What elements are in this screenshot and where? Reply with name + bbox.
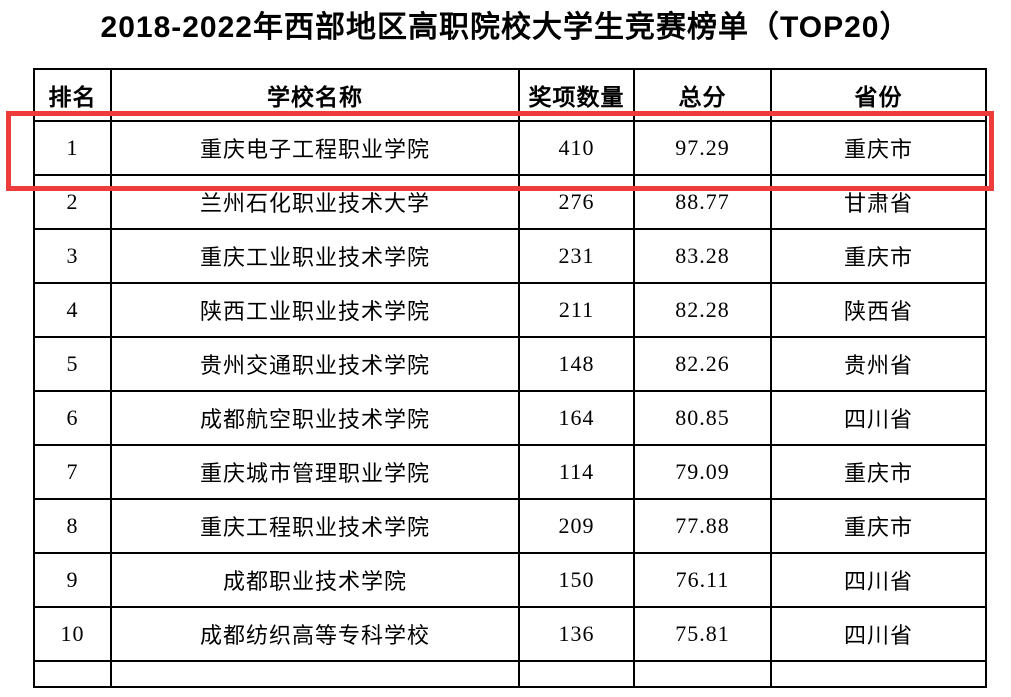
cell-rank: 8: [33, 498, 112, 554]
column-header-province: 省份: [770, 68, 987, 122]
cell-score: 75.81: [633, 606, 772, 662]
cell-school: 重庆工程职业技术学院: [110, 498, 520, 554]
column-header-awards: 奖项数量: [518, 68, 635, 122]
cell-score: 83.28: [633, 228, 772, 284]
cell-rank: 1: [33, 120, 112, 176]
cell-score: 82.26: [633, 336, 772, 392]
cell-rank: 9: [33, 552, 112, 608]
table-row: 4 陕西工业职业技术学院 211 82.28 陕西省: [33, 282, 987, 338]
column-header-rank: 排名: [33, 68, 112, 122]
table-row-partial: [33, 660, 987, 688]
cell-awards: 136: [518, 606, 635, 662]
cell-score: 97.29: [633, 120, 772, 176]
cell-rank: 3: [33, 228, 112, 284]
cell-awards: 276: [518, 174, 635, 230]
cell-school: 贵州交通职业技术学院: [110, 336, 520, 392]
cell-rank: 4: [33, 282, 112, 338]
cell-awards: 231: [518, 228, 635, 284]
cell-empty: [633, 660, 772, 688]
table-row: 7 重庆城市管理职业学院 114 79.09 重庆市: [33, 444, 987, 500]
page-title: 2018-2022年西部地区高职院校大学生竞赛榜单（TOP20）: [100, 11, 911, 44]
ranking-table-wrap: 排名 学校名称 奖项数量 总分 省份 1 重庆电子工程职业学院 410 97.29 重庆市 2 兰州…: [33, 68, 987, 688]
cell-score: 76.11: [633, 552, 772, 608]
cell-province: 四川省: [770, 552, 987, 608]
cell-awards: 114: [518, 444, 635, 500]
table-row: 8 重庆工程职业技术学院 209 77.88 重庆市: [33, 498, 987, 554]
table-row: 9 成都职业技术学院 150 76.11 四川省: [33, 552, 987, 608]
cell-school: 成都航空职业技术学院: [110, 390, 520, 446]
cell-awards: 150: [518, 552, 635, 608]
cell-province: 重庆市: [770, 498, 987, 554]
cell-empty: [770, 660, 987, 688]
header-row: 排名 学校名称 奖项数量 总分 省份: [33, 68, 987, 122]
cell-score: 88.77: [633, 174, 772, 230]
cell-empty: [33, 660, 112, 688]
table-row: 3 重庆工业职业技术学院 231 83.28 重庆市: [33, 228, 987, 284]
cell-province: 陕西省: [770, 282, 987, 338]
cell-school: 陕西工业职业技术学院: [110, 282, 520, 338]
cell-school: 重庆城市管理职业学院: [110, 444, 520, 500]
cell-province: 重庆市: [770, 228, 987, 284]
table-row: 6 成都航空职业技术学院 164 80.85 四川省: [33, 390, 987, 446]
cell-school: 重庆电子工程职业学院: [110, 120, 520, 176]
cell-empty: [110, 660, 520, 688]
cell-empty: [518, 660, 635, 688]
table-row: 5 贵州交通职业技术学院 148 82.26 贵州省: [33, 336, 987, 392]
cell-rank: 6: [33, 390, 112, 446]
cell-score: 77.88: [633, 498, 772, 554]
cell-rank: 2: [33, 174, 112, 230]
cell-rank: 7: [33, 444, 112, 500]
cell-province: 四川省: [770, 390, 987, 446]
cell-province: 重庆市: [770, 444, 987, 500]
column-header-school: 学校名称: [110, 68, 520, 122]
cell-score: 80.85: [633, 390, 772, 446]
cell-score: 82.28: [633, 282, 772, 338]
cell-school: 成都职业技术学院: [110, 552, 520, 608]
table-row: 1 重庆电子工程职业学院 410 97.29 重庆市: [33, 120, 987, 176]
cell-awards: 209: [518, 498, 635, 554]
cell-province: 甘肃省: [770, 174, 987, 230]
cell-awards: 410: [518, 120, 635, 176]
cell-province: 重庆市: [770, 120, 987, 176]
table-row: 2 兰州石化职业技术大学 276 88.77 甘肃省: [33, 174, 987, 230]
cell-rank: 5: [33, 336, 112, 392]
ranking-table: 排名 学校名称 奖项数量 总分 省份 1 重庆电子工程职业学院 410 97.29 重庆市 2 兰州…: [33, 68, 987, 688]
cell-awards: 164: [518, 390, 635, 446]
cell-score: 79.09: [633, 444, 772, 500]
cell-school: 成都纺织高等专科学校: [110, 606, 520, 662]
table-body: 1 重庆电子工程职业学院 410 97.29 重庆市 2 兰州石化职业技术大学 276 88.7…: [33, 120, 987, 688]
cell-rank: 10: [33, 606, 112, 662]
cell-awards: 211: [518, 282, 635, 338]
column-header-score: 总分: [633, 68, 772, 122]
cell-school: 重庆工业职业技术学院: [110, 228, 520, 284]
cell-awards: 148: [518, 336, 635, 392]
cell-school: 兰州石化职业技术大学: [110, 174, 520, 230]
cell-province: 四川省: [770, 606, 987, 662]
table-row: 10 成都纺织高等专科学校 136 75.81 四川省: [33, 606, 987, 662]
cell-province: 贵州省: [770, 336, 987, 392]
